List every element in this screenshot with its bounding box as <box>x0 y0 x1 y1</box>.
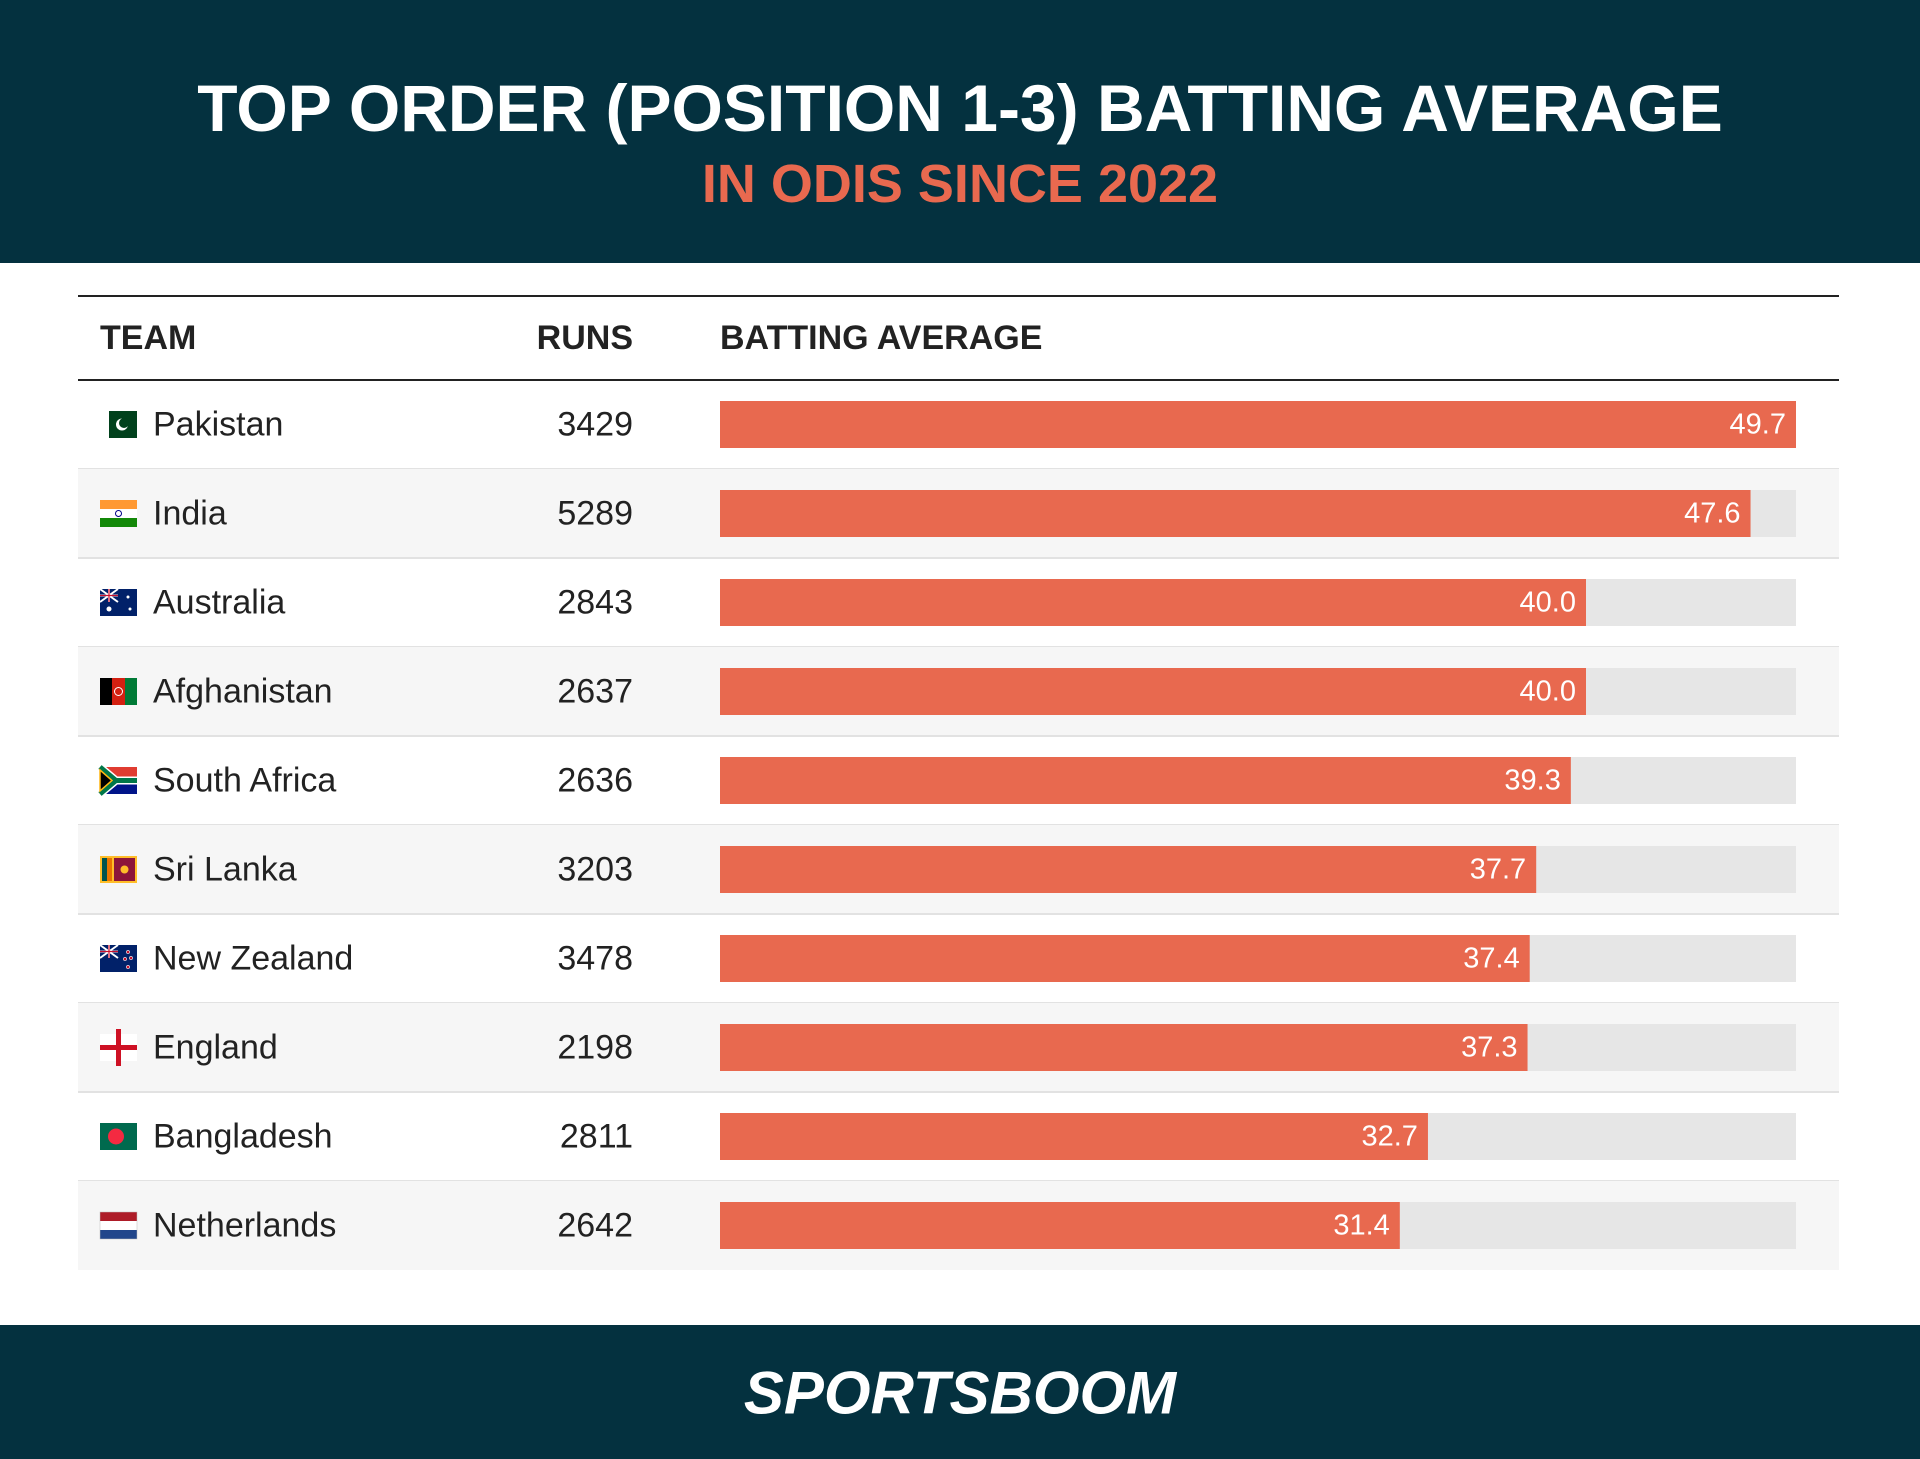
flag <box>107 858 112 881</box>
bar <box>720 935 1530 982</box>
flag <box>123 957 127 961</box>
value-label: 40.0 <box>1520 676 1576 708</box>
team-name: Netherlands <box>153 1207 336 1245</box>
flag <box>120 865 129 874</box>
brand-logo: SPORTSBOOM <box>744 1360 1178 1427</box>
value-label: 37.4 <box>1463 943 1519 975</box>
flag <box>125 678 137 705</box>
flag <box>100 678 112 705</box>
header-bg <box>0 0 1920 263</box>
flag <box>102 858 107 881</box>
value-label: 40.0 <box>1520 587 1576 619</box>
flag <box>112 678 125 705</box>
flag <box>129 956 133 960</box>
value-label: 37.3 <box>1461 1032 1517 1064</box>
runs: 2636 <box>557 762 633 800</box>
flag <box>126 965 130 969</box>
flag <box>100 678 137 705</box>
flag <box>108 1128 124 1145</box>
flag <box>100 589 118 602</box>
column-header: RUNS <box>537 319 633 357</box>
flag <box>128 607 132 611</box>
footer-bg <box>0 1325 1920 1459</box>
flag <box>99 944 137 972</box>
runs: 3429 <box>557 406 633 444</box>
team-name: New Zealand <box>153 940 353 978</box>
flag <box>99 588 137 616</box>
bar <box>720 757 1571 804</box>
flag <box>98 765 137 796</box>
team-name: Bangladesh <box>153 1118 333 1156</box>
bar <box>720 1202 1400 1249</box>
runs: 3203 <box>557 851 633 889</box>
value-label: 31.4 <box>1333 1210 1389 1242</box>
column-header: TEAM <box>100 319 196 357</box>
value-label: 47.6 <box>1684 498 1740 530</box>
chart-title: TOP ORDER (POSITION 1-3) BATTING AVERAGE <box>197 71 1722 145</box>
runs: 2843 <box>557 584 633 622</box>
flag <box>99 768 114 793</box>
flag <box>126 950 130 954</box>
runs: 2811 <box>560 1118 633 1156</box>
bar <box>720 490 1751 537</box>
bar <box>720 668 1586 715</box>
column-header: BATTING AVERAGE <box>720 319 1042 357</box>
team-name: Afghanistan <box>153 673 333 711</box>
value-label: 39.3 <box>1504 765 1560 797</box>
value-label: 49.7 <box>1730 409 1786 441</box>
flag <box>100 500 137 509</box>
value-label: 32.7 <box>1361 1121 1417 1153</box>
bar <box>720 846 1537 893</box>
flag <box>100 1123 137 1150</box>
team-name: India <box>153 495 227 533</box>
bar <box>720 1024 1528 1071</box>
flag <box>99 1211 138 1240</box>
runs: 2637 <box>557 673 633 711</box>
bar <box>720 579 1586 626</box>
runs: 2642 <box>557 1207 633 1245</box>
flag <box>99 1211 138 1240</box>
flag <box>100 500 137 527</box>
flag <box>100 411 137 438</box>
chart-subtitle: IN ODIS SINCE 2022 <box>702 154 1218 214</box>
team-name: South Africa <box>153 762 336 800</box>
team-name: Pakistan <box>153 406 283 444</box>
runs: 2198 <box>557 1029 633 1067</box>
flag <box>100 945 118 958</box>
flag <box>126 595 130 599</box>
team-name: Sri Lanka <box>153 851 297 889</box>
flag <box>97 763 137 798</box>
flag <box>100 411 109 438</box>
flag <box>106 606 112 612</box>
flag <box>100 518 137 527</box>
flag <box>114 687 123 696</box>
flag <box>100 1221 137 1230</box>
flag <box>100 1212 137 1221</box>
value-label: 37.7 <box>1470 854 1526 886</box>
team-name: England <box>153 1029 278 1067</box>
runs: 3478 <box>557 940 633 978</box>
rows: Pakistan 3429 49.7 India 5289 47.6 Australia 28… <box>78 401 1839 1270</box>
flag <box>100 1230 137 1239</box>
bar <box>720 1113 1428 1160</box>
team-name: Australia <box>153 584 285 622</box>
flag <box>100 856 137 883</box>
flag <box>100 1029 137 1066</box>
runs: 5289 <box>557 495 633 533</box>
bar <box>720 401 1796 448</box>
flag <box>115 510 122 517</box>
flag <box>100 509 137 518</box>
flag <box>100 1045 137 1050</box>
flag <box>119 418 129 428</box>
